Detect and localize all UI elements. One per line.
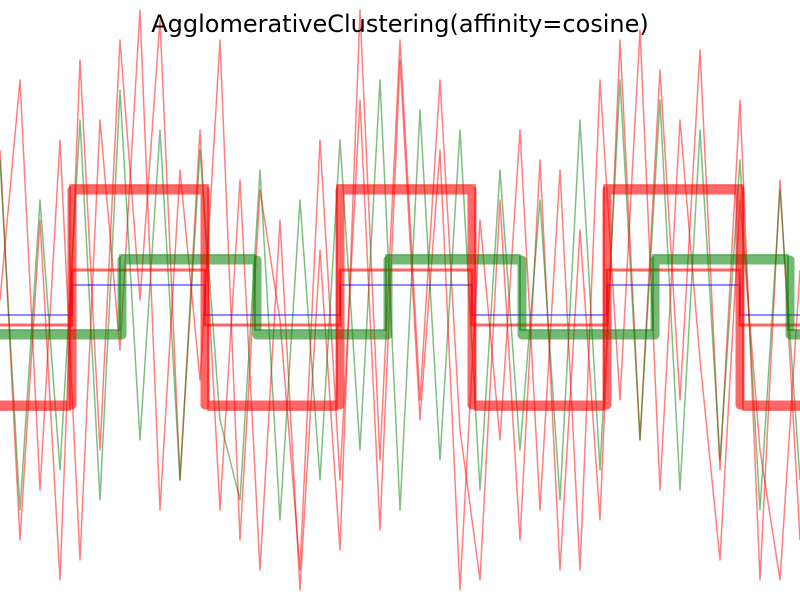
- chart-title: AgglomerativeClustering(affinity=cosine): [151, 10, 649, 38]
- plot-area: [0, 9, 800, 591]
- series-line: [0, 185, 800, 410]
- series-line: [0, 9, 800, 591]
- series-line: [0, 254, 800, 331]
- series-line: [0, 284, 800, 316]
- series-line: [0, 255, 800, 340]
- series-line: [0, 184, 800, 411]
- series-line: [0, 79, 800, 521]
- series-line: [0, 9, 800, 591]
- series-line: [0, 268, 800, 327]
